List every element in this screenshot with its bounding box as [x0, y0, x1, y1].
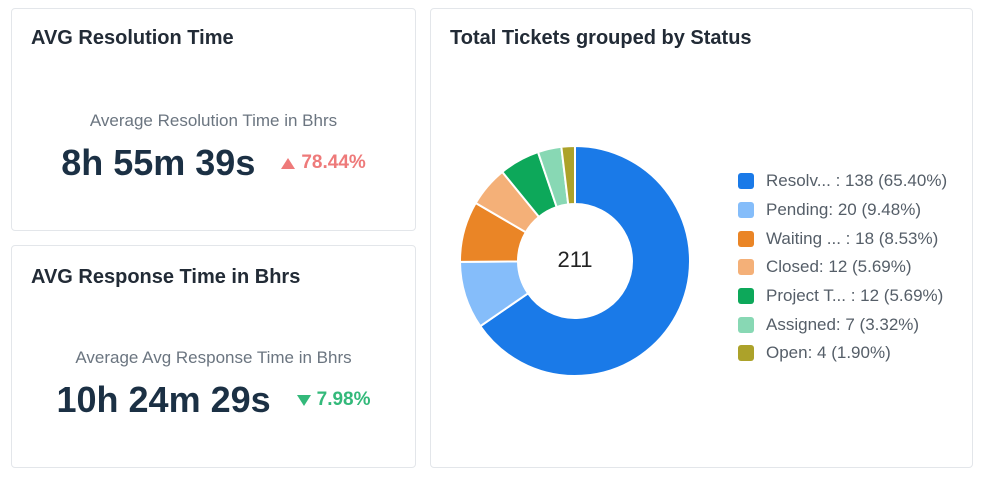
legend-swatch — [738, 173, 754, 190]
legend-item[interactable]: Open: 4 (1.90%) — [738, 339, 947, 368]
triangle-up-icon — [281, 157, 296, 169]
legend-label: Closed: 12 (5.69%) — [766, 257, 912, 277]
resolution-subtitle: Average Resolution Time in Bhrs — [89, 111, 338, 130]
response-change: 7.98% — [296, 389, 371, 411]
resolution-value-row: 8h 55m 39s 78.44% — [12, 142, 415, 184]
response-value: 10h 24m 29s — [56, 379, 271, 420]
legend-label: Resolv... : 138 (65.40%) — [766, 171, 948, 191]
resolution-time-card: AVG Resolution Time Average Resolution T… — [11, 8, 416, 231]
legend-item[interactable]: Pending: 20 (9.48%) — [738, 196, 947, 225]
legend-label: Assigned: 7 (3.32%) — [766, 314, 920, 334]
legend-item[interactable]: Closed: 12 (5.69%) — [738, 253, 947, 282]
donut-center-total: 211 — [557, 247, 593, 272]
status-card-title: Total Tickets grouped by Status — [450, 27, 752, 49]
legend-swatch — [738, 288, 754, 305]
legend-swatch — [738, 259, 754, 276]
donut-slice-7[interactable] — [560, 144, 576, 206]
legend-swatch — [738, 230, 754, 247]
resolution-value: 8h 55m 39s — [61, 142, 256, 183]
response-subtitle: Average Avg Response Time in Bhrs — [75, 348, 352, 367]
status-donut-chart — [458, 144, 691, 377]
response-value-row: 10h 24m 29s 7.98% — [12, 379, 415, 421]
status-chart-card: Total Tickets grouped by Status 211 Reso… — [430, 8, 973, 468]
resolution-change-value: 78.44% — [301, 152, 366, 173]
resolution-card-title: AVG Resolution Time — [31, 27, 234, 49]
legend-label: Pending: 20 (9.48%) — [766, 200, 921, 220]
resolution-change: 78.44% — [281, 152, 366, 174]
legend-item[interactable]: Project T... : 12 (5.69%) — [738, 282, 947, 311]
legend-item[interactable]: Waiting ... : 18 (8.53%) — [738, 224, 947, 253]
legend-swatch — [738, 316, 754, 333]
legend-swatch — [738, 345, 754, 362]
legend-item[interactable]: Assigned: 7 (3.32%) — [738, 310, 947, 339]
legend-swatch — [738, 202, 754, 219]
triangle-down-icon — [296, 394, 311, 406]
legend-label: Open: 4 (1.90%) — [766, 343, 891, 363]
legend-label: Project T... : 12 (5.69%) — [766, 286, 944, 306]
response-time-card: AVG Response Time in Bhrs Average Avg Re… — [11, 245, 416, 468]
donut-slice-1[interactable] — [478, 144, 691, 377]
legend-item[interactable]: Resolv... : 138 (65.40%) — [738, 167, 947, 196]
legend-label: Waiting ... : 18 (8.53%) — [766, 228, 939, 248]
chart-legend: Resolv... : 138 (65.40%) Pending: 20 (9.4… — [738, 167, 947, 368]
response-card-title: AVG Response Time in Bhrs — [31, 266, 301, 288]
response-change-value: 7.98% — [316, 389, 371, 410]
